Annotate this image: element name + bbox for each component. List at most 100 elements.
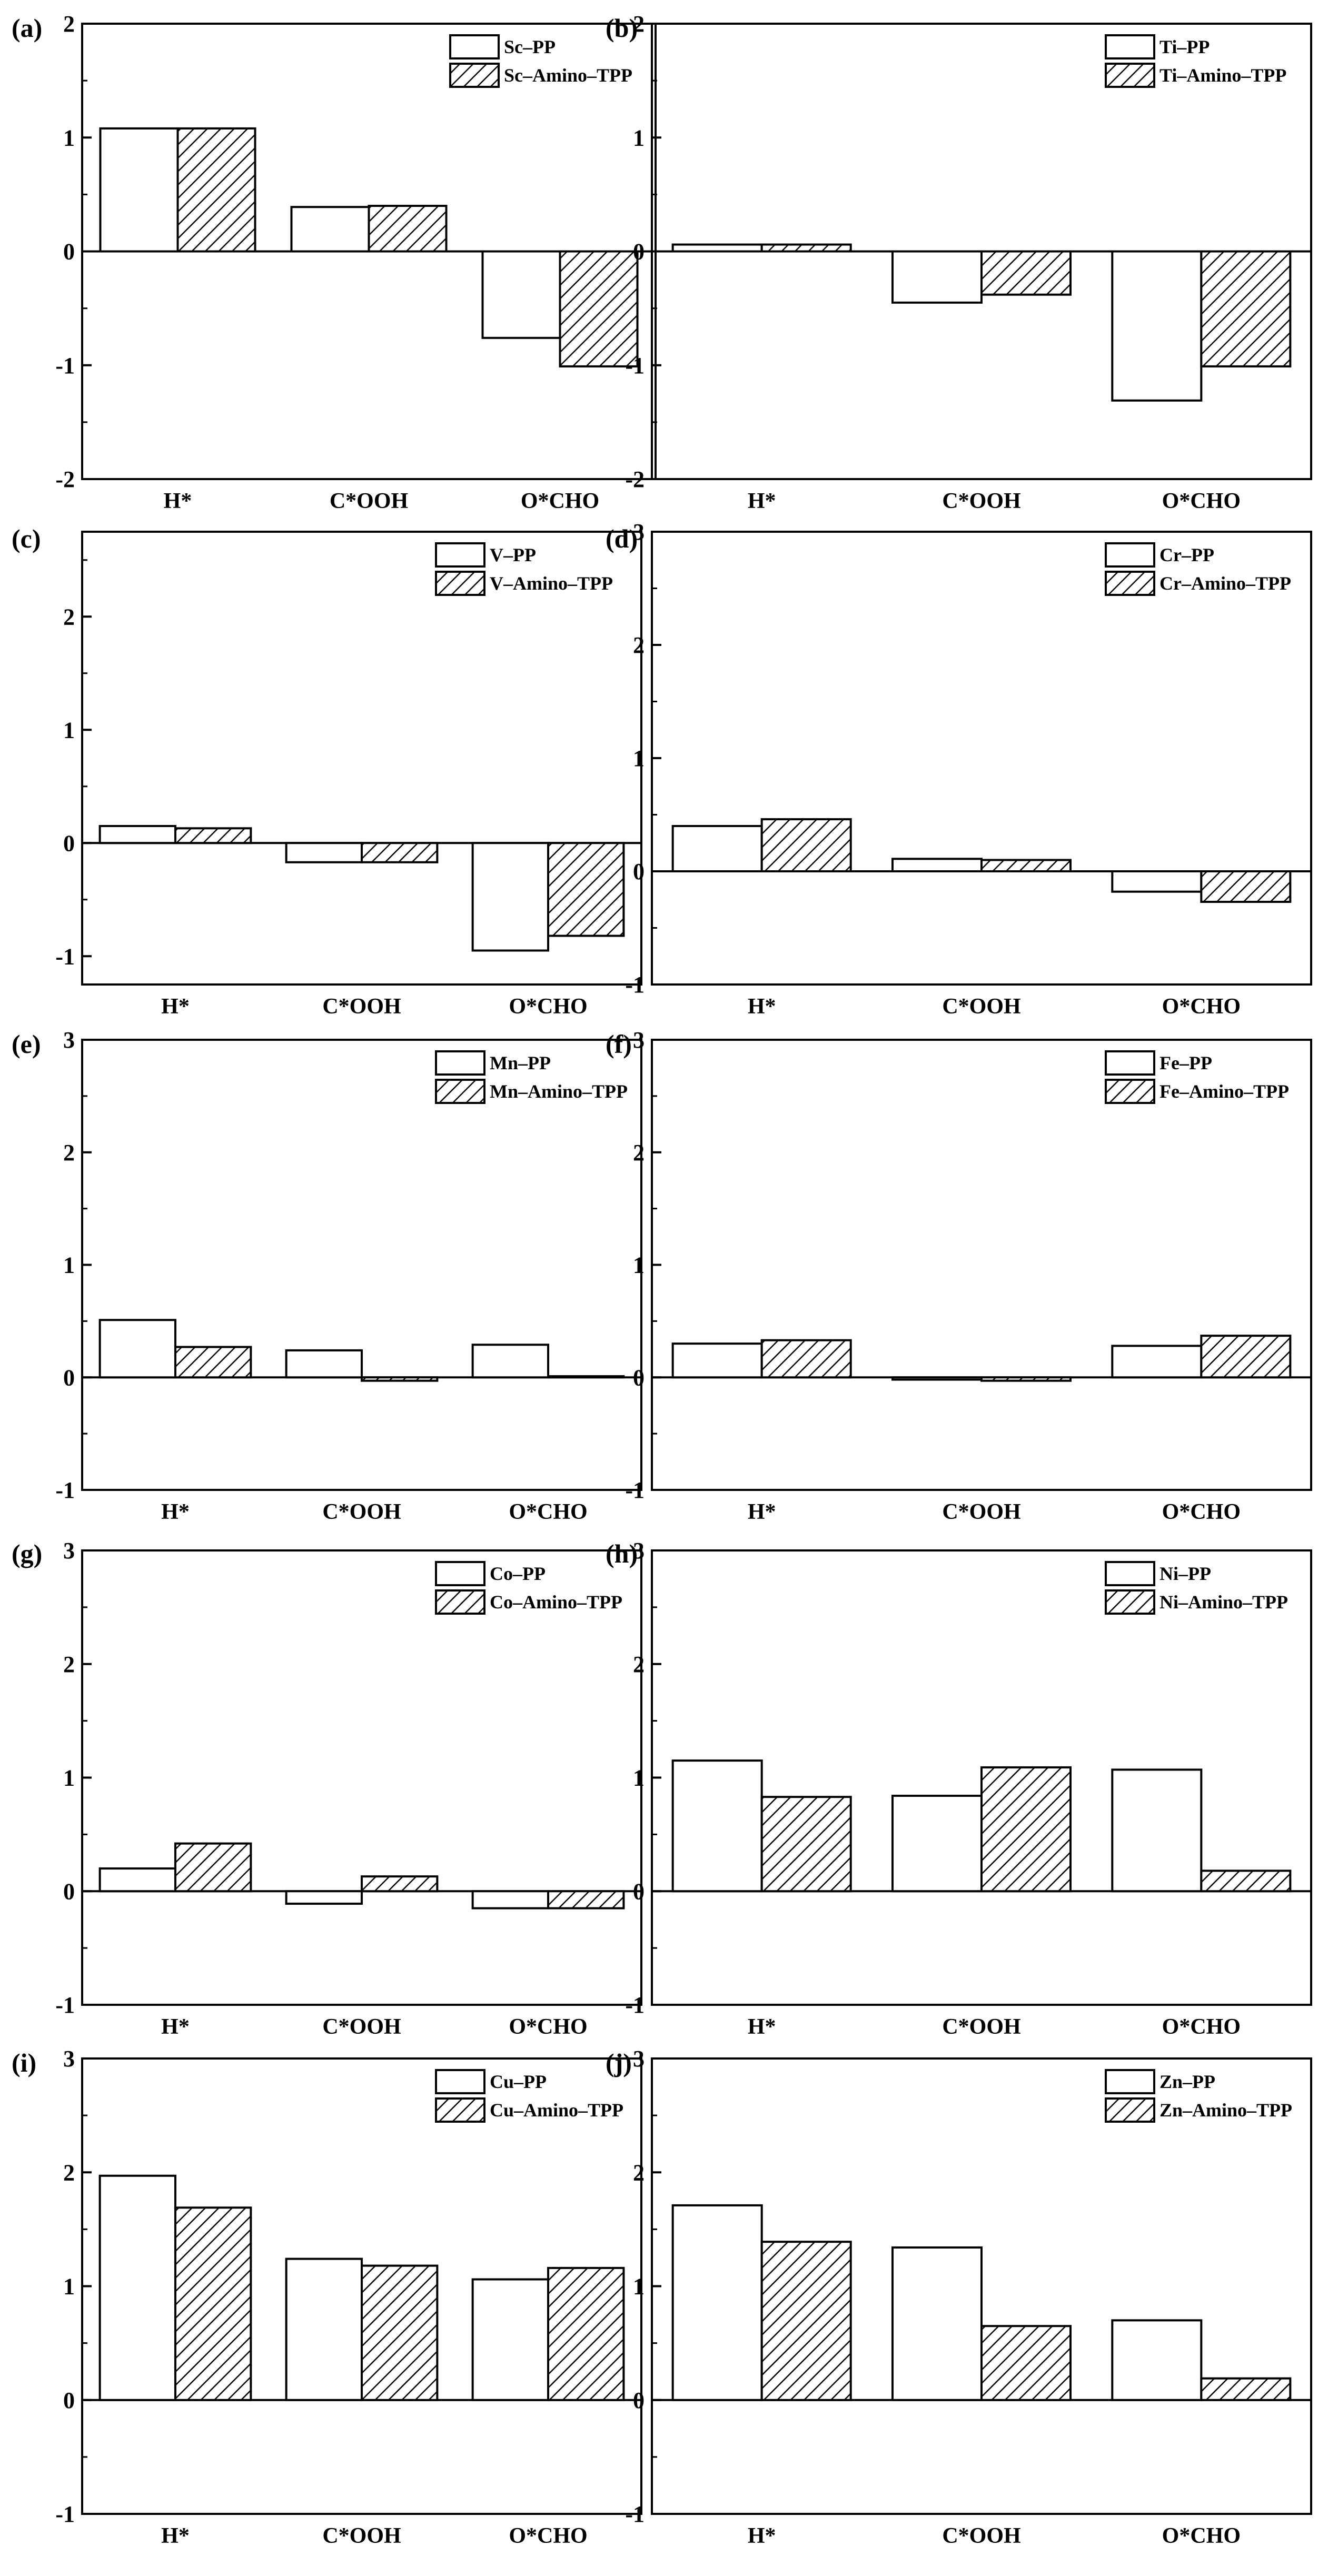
legend-label: Ti–Amino–TPP: [1159, 65, 1286, 86]
y-tick-label: 0: [63, 1365, 75, 1390]
legend-label: Ti–PP: [1159, 36, 1210, 57]
x-category-label: C*OOH: [942, 994, 1020, 1019]
chart-panel-d: (d) -1 0 1 2 3 H* C*OOH O*CHO Cr–PP Cr–Amino–TPP: [606, 519, 1312, 1019]
bar-pp-0: [99, 127, 179, 253]
x-category-label: C*OOH: [322, 2015, 401, 2039]
bar-amino-tpp-0: [174, 827, 252, 844]
x-category-label: H*: [748, 489, 776, 513]
bar-amino-tpp-1: [361, 1376, 439, 1382]
x-category-label: O*CHO: [1162, 2524, 1241, 2548]
x-category-label: H*: [161, 2524, 190, 2548]
legend-label: Ni–PP: [1159, 1563, 1211, 1584]
x-category-label: C*OOH: [942, 2524, 1020, 2548]
bar-amino-tpp-2: [1200, 1335, 1292, 1379]
y-tick-label: 2: [63, 604, 75, 630]
legend-label: Sc–PP: [504, 36, 556, 57]
bar-pp-1: [891, 2246, 983, 2401]
panel-label: (h): [606, 1539, 638, 1568]
legend-label: Zn–PP: [1159, 2071, 1215, 2092]
panel-label: (c): [12, 524, 41, 553]
legend-swatch: [1105, 1079, 1155, 1104]
legend-swatch: [1105, 571, 1155, 596]
legend-swatch: [1105, 63, 1155, 88]
y-tick-label: 2: [633, 1652, 645, 1677]
panel-label: (i): [12, 2048, 36, 2077]
bar-amino-tpp-1: [361, 1875, 439, 1893]
bar-pp-2: [1111, 1768, 1203, 1893]
y-tick-label: 3: [633, 1538, 645, 1564]
bar-amino-tpp-0: [760, 1796, 852, 1893]
chart-panel-i: (i) -1 0 1 2 3 H* C*OOH O*CHO Cu–PP Cu–Amino–TPP: [12, 2046, 642, 2548]
y-tick-label: 0: [633, 1878, 645, 1904]
plot-frame: [651, 1039, 1312, 1491]
x-category-label: O*CHO: [1162, 2015, 1241, 2039]
bar-pp-2: [1111, 250, 1203, 402]
panel-label: (g): [12, 1539, 42, 1568]
bar-pp-1: [285, 1890, 363, 1905]
legend-swatch: [1105, 542, 1155, 568]
legend-swatch: [435, 571, 485, 596]
x-category-label: C*OOH: [330, 489, 408, 513]
chart-panel-c: (c) -1 0 1 2 H* C*OOH O*CHO V–PP V–Amino–TPP: [12, 524, 642, 1019]
panel-label: (d): [606, 524, 638, 553]
bar-pp-1: [891, 1376, 983, 1381]
y-tick-label: 0: [63, 830, 75, 856]
legend-swatch: [435, 1561, 485, 1586]
x-category-label: C*OOH: [322, 994, 401, 1019]
y-tick-label: -2: [55, 466, 75, 492]
x-category-label: O*CHO: [521, 489, 599, 513]
y-tick-label: 0: [633, 1365, 645, 1390]
chart-panel-g: (g) -1 0 1 2 3 H* C*OOH O*CHO Co–PP Co–Amino–TPP: [12, 1538, 642, 2039]
bar-amino-tpp-2: [1200, 250, 1292, 367]
y-tick-label: 2: [633, 2160, 645, 2185]
bar-amino-tpp-2: [1200, 2377, 1292, 2401]
bar-pp-2: [471, 1344, 549, 1379]
x-category-label: C*OOH: [942, 2015, 1020, 2039]
y-tick-label: -1: [625, 1992, 645, 2018]
plot-frame: [81, 1549, 642, 2006]
bar-pp-2: [481, 250, 561, 339]
legend-swatch: [1105, 34, 1155, 59]
bar-pp-2: [471, 842, 549, 952]
legend-label: Mn–PP: [490, 1052, 551, 1073]
bar-amino-tpp-1: [980, 250, 1072, 296]
bar-amino-tpp-0: [174, 2206, 252, 2401]
bar-amino-tpp-2: [1200, 870, 1292, 903]
bar-amino-tpp-1: [980, 2325, 1072, 2401]
bar-amino-tpp-0: [760, 818, 852, 872]
legend-label: V–Amino–TPP: [490, 573, 613, 594]
bar-pp-2: [471, 1890, 549, 1909]
legend-label: Co–PP: [490, 1563, 546, 1584]
bar-pp-2: [1111, 1345, 1203, 1379]
x-category-label: H*: [748, 1500, 776, 1524]
x-category-label: H*: [748, 2524, 776, 2548]
x-category-label: O*CHO: [509, 994, 587, 1019]
x-category-label: H*: [161, 1500, 190, 1524]
y-tick-label: 0: [633, 2388, 645, 2413]
x-category-label: H*: [164, 489, 192, 513]
legend-swatch: [435, 1050, 485, 1076]
plot-frame: [651, 531, 1312, 986]
y-tick-label: 0: [633, 239, 645, 265]
bar-amino-tpp-1: [368, 205, 448, 253]
legend-swatch: [1105, 1561, 1155, 1586]
y-tick-label: 2: [633, 632, 645, 658]
legend-swatch: [1105, 2097, 1155, 2123]
y-tick-label: -1: [55, 353, 75, 379]
x-category-label: H*: [161, 2015, 190, 2039]
bar-pp-2: [471, 2278, 549, 2401]
x-category-label: H*: [748, 994, 776, 1019]
y-tick-label: -1: [55, 943, 75, 969]
x-category-label: O*CHO: [1162, 994, 1241, 1019]
y-tick-label: 3: [633, 2046, 645, 2072]
legend-swatch: [449, 63, 500, 88]
chart-panel-h: (h) -1 0 1 2 3 H* C*OOH O*CHO Ni–PP Ni–Amino–TPP: [606, 1538, 1312, 2039]
legend-swatch: [435, 2097, 485, 2123]
legend-label: Fe–PP: [1159, 1052, 1212, 1073]
chart-panel-b: (b) -2 -1 0 1 2 H* C*OOH O*CHO Ti–PP Ti–Amino–TPP: [606, 11, 1312, 513]
y-tick-label: -1: [55, 1992, 75, 2018]
panel-label: (a): [12, 13, 42, 43]
panel-label: (e): [12, 1029, 41, 1059]
legend-swatch: [449, 34, 500, 59]
